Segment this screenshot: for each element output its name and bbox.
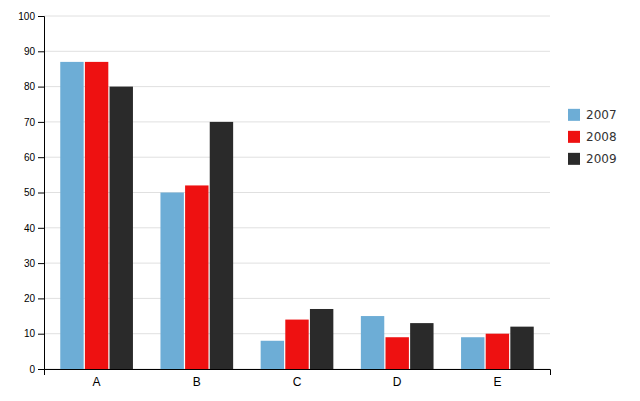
tick-label: 40 [24, 223, 36, 234]
grid-line [44, 51, 550, 52]
tick: A [93, 375, 101, 389]
tick: 50 [24, 187, 44, 198]
tick-label: 50 [24, 187, 36, 198]
tick: 90 [24, 46, 44, 57]
tick: 10 [24, 328, 44, 339]
plot: 0 10 20 30 40 50 60 70 80 90 100 A B C D E [18, 11, 550, 389]
bar [110, 87, 133, 369]
bar [310, 309, 333, 369]
legend-swatch [568, 153, 580, 165]
bar [85, 62, 108, 369]
tick: B [193, 375, 201, 389]
tick-mark [38, 16, 44, 17]
tick: 0 [29, 364, 44, 375]
bar [261, 341, 284, 369]
tick-label: B [193, 375, 201, 389]
tick-mark [38, 228, 44, 229]
tick-label: 80 [24, 81, 36, 92]
tick-label: 10 [24, 328, 36, 339]
tick-label: 60 [24, 152, 36, 163]
tick-label: A [93, 375, 101, 389]
tick-mark [38, 369, 44, 370]
tick: C [293, 375, 302, 389]
bar [486, 334, 509, 369]
bar [160, 193, 183, 370]
series [85, 62, 509, 369]
tick: 70 [24, 117, 44, 128]
y-axis: 0 10 20 30 40 50 60 70 80 90 100 [18, 11, 44, 375]
tick-label: 100 [18, 11, 35, 22]
tick-label: 90 [24, 46, 36, 57]
bar [385, 337, 408, 369]
tick: E [493, 375, 501, 389]
grid [44, 16, 550, 369]
tick: 20 [24, 293, 44, 304]
legend-item: 2008 [568, 130, 617, 144]
tick-mark [38, 157, 44, 158]
bar [361, 316, 384, 369]
legend-label: 2007 [586, 108, 617, 122]
tick-label: E [493, 375, 501, 389]
series [60, 62, 484, 369]
tick: 30 [24, 258, 44, 269]
tick-mark [38, 298, 44, 299]
tick-label: D [393, 375, 402, 389]
tick-label: 70 [24, 117, 36, 128]
axis-line [38, 17, 45, 370]
tick-label: C [293, 375, 302, 389]
tick: 80 [24, 81, 44, 92]
tick: D [393, 375, 402, 389]
series [110, 87, 534, 369]
x-axis: A B C D E [45, 370, 551, 389]
bar [285, 320, 308, 369]
legend-swatch [568, 109, 580, 121]
bar [410, 323, 433, 369]
bar [510, 327, 533, 369]
tick: 100 [18, 11, 44, 22]
bars [60, 62, 533, 369]
tick-label: 0 [29, 364, 35, 375]
bar [461, 337, 484, 369]
tick-label: 20 [24, 293, 36, 304]
legend-swatch [568, 131, 580, 143]
tick-mark [38, 193, 44, 194]
bar [185, 185, 208, 369]
tick: 40 [24, 223, 44, 234]
bar [210, 122, 233, 369]
tick-mark [38, 122, 44, 123]
tick-mark [38, 334, 44, 335]
legend-label: 2008 [586, 130, 617, 144]
legend: 2007 2008 2009 [568, 108, 617, 166]
grid-line [44, 16, 550, 17]
bar [60, 62, 83, 369]
legend-item: 2009 [568, 152, 617, 166]
tick-mark [38, 263, 44, 264]
tick-mark [38, 87, 44, 88]
tick: 60 [24, 152, 44, 163]
legend-item: 2007 [568, 108, 617, 122]
legend-label: 2009 [586, 152, 617, 166]
tick-label: 30 [24, 258, 36, 269]
chart: 0 10 20 30 40 50 60 70 80 90 100 A B C D E 2007 2008 2009 [0, 0, 640, 401]
tick-mark [38, 51, 44, 52]
